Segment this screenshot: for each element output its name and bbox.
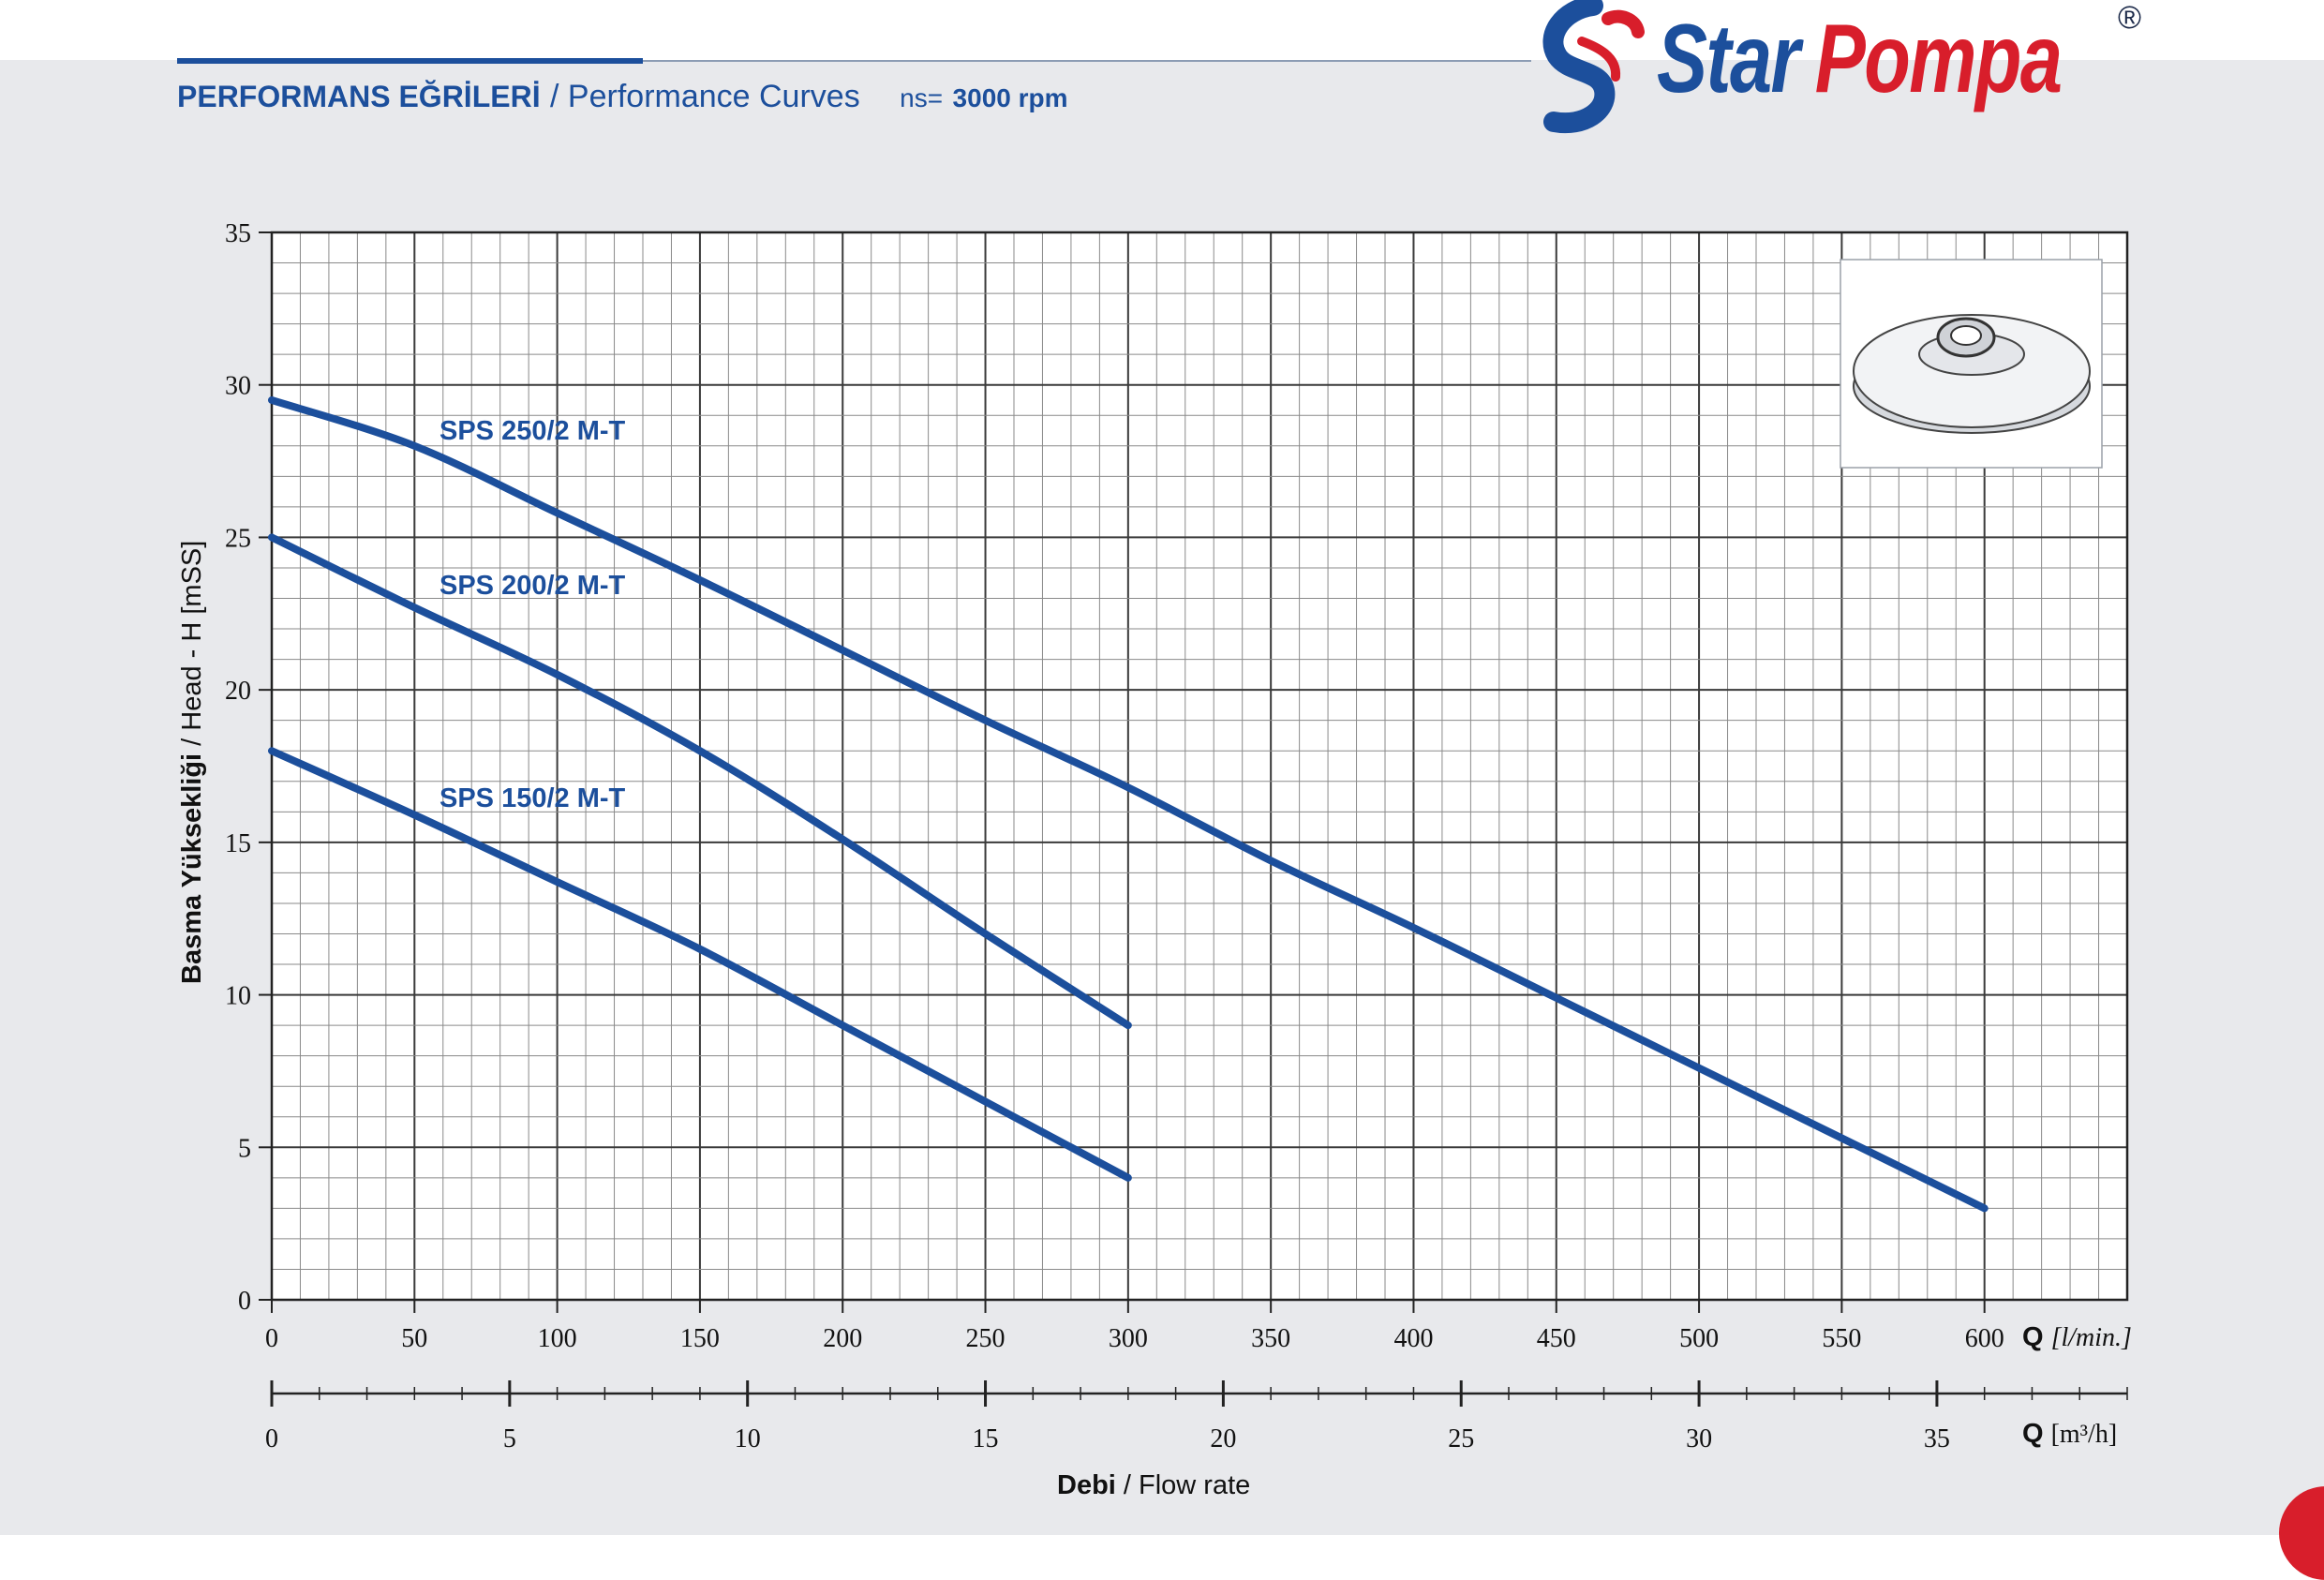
x-axis-label-en: / Flow rate xyxy=(1116,1470,1250,1500)
brand-name-star: Star xyxy=(1657,5,1800,113)
x2-tick-label: 10 xyxy=(735,1424,761,1453)
y-tick-label: 30 xyxy=(225,372,251,401)
brand-wordmark: Star Pompa xyxy=(1657,4,2063,115)
y-tick-label: 0 xyxy=(238,1287,251,1316)
x2-tick-label: 30 xyxy=(1686,1424,1712,1453)
y-axis-label-tr: Basma Yüksekliği xyxy=(177,753,207,984)
y-tick-label: 35 xyxy=(225,219,251,248)
x2-tick-label: 5 xyxy=(503,1424,516,1453)
x-axis-label: Debi / Flow rate xyxy=(1057,1470,1250,1500)
registered-mark: ® xyxy=(2118,0,2142,36)
x-tick-label: 350 xyxy=(1251,1324,1290,1353)
x-tick-label: 550 xyxy=(1822,1324,1861,1353)
series-label-sps250: SPS 250/2 M-T xyxy=(439,416,626,446)
x2-tick-label: 15 xyxy=(973,1424,999,1453)
x-tick-label: 200 xyxy=(823,1324,862,1353)
x2-tick-label: 20 xyxy=(1210,1424,1236,1453)
x-tick-label: 500 xyxy=(1679,1324,1719,1353)
x-unit-q: Q xyxy=(2022,1322,2044,1352)
series-line-2 xyxy=(268,747,1132,1182)
y-tick-label: 15 xyxy=(225,829,251,858)
series-line-0 xyxy=(268,395,1989,1213)
brand-logo: Star Pompa ® xyxy=(1526,0,2146,139)
x-axis-unit-lmin: Q [l/min.] xyxy=(2022,1322,2132,1352)
star-pompa-emblem-icon xyxy=(1542,0,1645,134)
x2-axis-unit-m3h: Q [m³/h] xyxy=(2022,1419,2117,1449)
plot-area xyxy=(272,232,2127,1300)
x-tick-label: 250 xyxy=(966,1324,1006,1353)
x2-unit-m3h: [m³/h] xyxy=(2051,1420,2118,1449)
x-tick-label: 150 xyxy=(680,1324,720,1353)
chart-series xyxy=(268,395,1989,1213)
header-rule-accent xyxy=(177,58,643,64)
x-tick-label: 300 xyxy=(1109,1324,1148,1353)
impeller-illustration xyxy=(1840,259,2103,469)
x2-tick-label: 35 xyxy=(1924,1424,1950,1453)
x-tick-label: 450 xyxy=(1537,1324,1576,1353)
y-tick-label: 20 xyxy=(225,677,251,706)
x-tick-label: 0 xyxy=(265,1324,278,1353)
series-line-1 xyxy=(268,533,1132,1030)
y-axis-label-en: / Head - H [mSS] xyxy=(177,541,207,753)
x2-unit-q: Q xyxy=(2022,1419,2044,1449)
series-label-sps200: SPS 200/2 M-T xyxy=(439,571,626,601)
y-tick-label: 25 xyxy=(225,524,251,553)
x-unit-lmin: [l/min.] xyxy=(2051,1323,2132,1352)
y-tick-label: 10 xyxy=(225,982,251,1011)
impeller-bore xyxy=(1950,325,1982,346)
chart-grid xyxy=(270,231,2129,1302)
header-rule xyxy=(177,60,1531,62)
title-turkish: PERFORMANS EĞRİLERİ xyxy=(177,80,541,113)
y-tick-label: 5 xyxy=(238,1134,251,1163)
page-header: PERFORMANS EĞRİLERİ / Performance Curves… xyxy=(177,79,1068,115)
series-label-sps150: SPS 150/2 M-T xyxy=(439,783,626,813)
brand-name-pompa: Pompa xyxy=(1814,5,2063,113)
x-tick-label: 400 xyxy=(1393,1324,1433,1353)
x-tick-label: 100 xyxy=(538,1324,577,1353)
x-tick-label: 50 xyxy=(401,1324,427,1353)
speed-value: 3000 rpm xyxy=(952,83,1068,112)
speed-label: ns= xyxy=(900,83,944,112)
x2-tick-label: 0 xyxy=(265,1424,278,1453)
y-axis-label: Basma Yüksekliği / Head - H [mSS] xyxy=(177,541,207,984)
x-axis-label-tr: Debi xyxy=(1057,1470,1116,1500)
x2-tick-label: 25 xyxy=(1448,1424,1474,1453)
x-tick-label: 600 xyxy=(1965,1324,2004,1353)
title-english: / Performance Curves xyxy=(550,79,860,114)
plot-border xyxy=(270,231,2129,1302)
